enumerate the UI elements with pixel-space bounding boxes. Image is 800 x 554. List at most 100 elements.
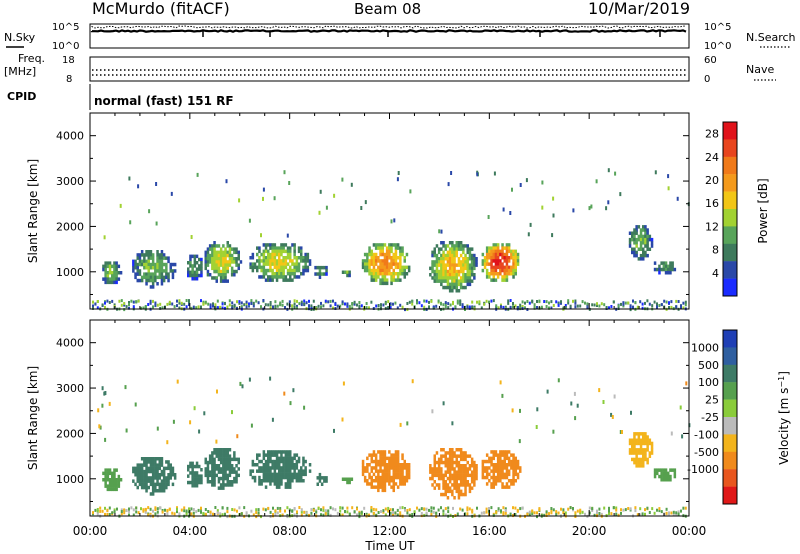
heatmap-cell [230, 457, 234, 462]
heatmap-cell [464, 253, 467, 258]
heatmap-cell [379, 479, 382, 483]
heatmap-cell [579, 304, 582, 308]
heatmap-cell [297, 265, 301, 270]
heatmap-cell [492, 272, 495, 276]
heatmap-cell [473, 464, 476, 468]
heatmap-cell [399, 422, 402, 427]
heatmap-cell [140, 275, 144, 280]
heatmap-cell [204, 508, 207, 511]
heatmap-cell [435, 276, 439, 280]
heatmap-cell [206, 464, 210, 468]
heatmap-cell [344, 270, 347, 274]
heatmap-cell [646, 435, 649, 439]
heatmap-cell [143, 460, 146, 464]
heatmap-cell [451, 250, 454, 255]
heatmap-cell [143, 266, 146, 270]
heatmap-cell [275, 482, 279, 486]
heatmap-cell [104, 506, 106, 510]
heatmap-cell [392, 469, 395, 473]
heatmap-cell [502, 506, 505, 510]
heatmap-cell [485, 268, 489, 273]
heatmap-cell [255, 508, 258, 512]
heatmap-cell [510, 463, 513, 467]
heatmap-cell [536, 306, 538, 309]
heatmap-cell [213, 247, 216, 251]
heatmap-cell [447, 506, 450, 510]
heatmap-cell [286, 485, 290, 489]
heatmap-cell [501, 393, 504, 398]
heatmap-cell [269, 256, 272, 260]
heatmap-cell [289, 272, 292, 276]
heatmap-cell [370, 272, 373, 276]
heatmap-cell [375, 304, 378, 308]
heatmap-cell [451, 464, 454, 468]
heatmap-cell [104, 280, 107, 285]
heatmap-cell [383, 488, 387, 493]
heatmap-cell [628, 448, 632, 452]
heatmap-cell [429, 464, 432, 468]
heatmap-cell [466, 460, 469, 465]
heatmap-cell [379, 466, 382, 470]
heatmap-cell [501, 450, 504, 454]
heatmap-cell [113, 267, 116, 272]
heatmap-cell [437, 483, 441, 487]
heatmap-cell [279, 509, 282, 513]
heatmap-cell [115, 468, 118, 472]
heatmap-cell [208, 273, 212, 277]
heatmap-cell [211, 244, 214, 248]
heatmap-cell [396, 485, 400, 489]
heatmap-cell [567, 299, 570, 303]
colorbar-swatch [723, 330, 737, 348]
heatmap-cell [483, 256, 487, 260]
heatmap-cell [286, 252, 290, 257]
heatmap-cell [494, 256, 498, 260]
heatmap-cell [310, 304, 313, 308]
heatmap-cell [262, 463, 266, 467]
heatmap-cell [316, 265, 319, 270]
heatmap-cell [379, 453, 382, 457]
heatmap-cell [519, 183, 522, 187]
heatmap-cell [106, 508, 109, 512]
heatmap-cell [149, 466, 153, 471]
heatmap-cell [143, 253, 146, 257]
heatmap-cell [296, 299, 298, 303]
heatmap-cell [237, 266, 240, 271]
heatmap-cell [642, 460, 645, 465]
heatmap-cell [267, 472, 270, 477]
heatmap-cell [383, 278, 387, 282]
heatmap-cell [236, 300, 238, 304]
heatmap-cell [190, 306, 193, 310]
heatmap-cell [446, 279, 450, 283]
heatmap-cell [216, 511, 219, 515]
heatmap-cell [437, 260, 441, 264]
heatmap-cell [370, 275, 373, 279]
heatmap-cell [383, 456, 387, 461]
heatmap-cell [388, 463, 391, 467]
heatmap-cell [217, 250, 221, 255]
heatmap-cell [151, 463, 155, 467]
heatmap-cell [468, 483, 472, 487]
heatmap-cell [280, 272, 283, 276]
heatmap-cell [660, 510, 663, 514]
heatmap-cell [143, 482, 146, 487]
heatmap-cell [670, 511, 673, 515]
heatmap-cell [222, 480, 225, 484]
heatmap-cell [394, 482, 398, 486]
heatmap-cell [360, 304, 363, 308]
heatmap-cell [464, 467, 467, 471]
heatmap-cell [158, 466, 161, 471]
freq-label: Freq. [18, 52, 45, 65]
heatmap-cell [136, 466, 139, 471]
heatmap-cell [462, 269, 465, 274]
heatmap-cell [473, 480, 476, 484]
heatmap-cell [470, 260, 474, 264]
heatmap-cell [435, 470, 439, 474]
heatmap-cell [191, 264, 194, 268]
heatmap-cell [136, 278, 139, 283]
heatmap-cell [382, 303, 385, 307]
heatmap-cell [481, 463, 485, 467]
noise-search-trace [91, 25, 687, 29]
heatmap-cell [333, 428, 335, 433]
heatmap-cell [490, 459, 493, 464]
heatmap-cell [361, 472, 365, 477]
